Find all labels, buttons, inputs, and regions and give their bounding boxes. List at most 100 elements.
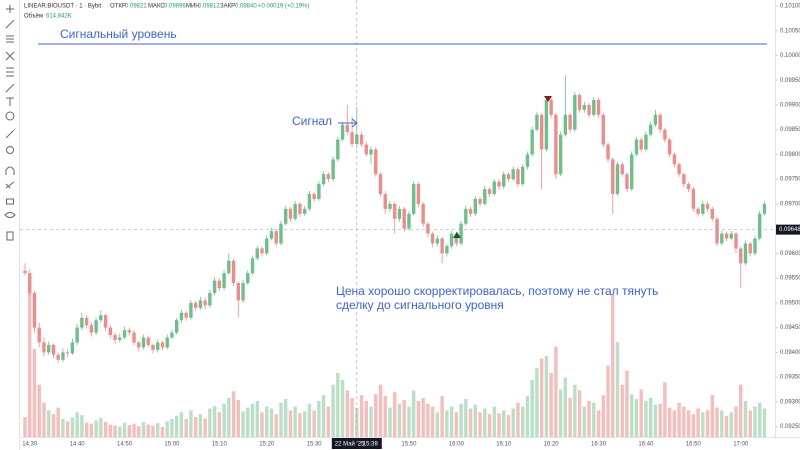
volume-bar <box>317 400 321 437</box>
sell-marker <box>544 96 552 102</box>
volume-bar <box>407 406 411 437</box>
fib-tool[interactable] <box>6 67 14 77</box>
candle-body <box>331 159 335 180</box>
y-tick-label: 0.09850 <box>780 127 800 133</box>
x-tick-label: 14:50 <box>117 442 133 448</box>
pattern-tool[interactable] <box>5 51 15 61</box>
delete-tool[interactable] <box>6 231 14 241</box>
candle-body <box>326 174 331 180</box>
candle-body <box>601 114 605 145</box>
candle-body <box>383 194 387 209</box>
emoji-tool[interactable] <box>5 111 15 121</box>
x-tick-label: 14:30 <box>22 442 38 448</box>
open-label: ОТКР <box>110 4 126 10</box>
candle-body <box>378 174 383 195</box>
volume-bar <box>487 414 492 437</box>
volume-bar <box>118 426 122 437</box>
candle-body <box>582 104 587 110</box>
volume-bar <box>350 398 354 437</box>
candle-body <box>184 312 188 318</box>
text-tool[interactable] <box>6 97 14 106</box>
buy-marker <box>453 232 461 238</box>
brush-tool[interactable] <box>5 83 15 93</box>
y-tick-label: 0.09700 <box>780 201 800 207</box>
volume-bar <box>724 416 729 437</box>
symbol: LINEAR:BIOUSDT · 1 · Bybit <box>24 4 102 10</box>
candle-body <box>691 189 696 209</box>
line-tool[interactable] <box>5 19 15 29</box>
candle-body <box>426 223 430 234</box>
volume-bar <box>511 408 515 437</box>
volume-bar <box>212 406 217 437</box>
volume-bar <box>734 406 738 437</box>
magnet-tool[interactable] <box>5 166 15 175</box>
y-tick-label: 0.09500 <box>780 300 800 306</box>
candle-body <box>639 139 643 150</box>
volume-bar <box>321 395 326 437</box>
candle-body <box>193 302 198 308</box>
draw-mode-tool[interactable] <box>5 181 15 189</box>
lock-tool[interactable] <box>6 198 14 205</box>
candle-body <box>61 352 65 360</box>
candle-body <box>23 270 27 274</box>
x-tick-label: 15:30 <box>307 442 323 448</box>
volume-bar <box>701 412 705 437</box>
volume-bar <box>99 417 103 437</box>
candle-body <box>701 203 705 214</box>
ruler-tool[interactable] <box>5 129 15 139</box>
candle-body <box>758 213 762 239</box>
volume-bar <box>454 412 459 437</box>
candle-body <box>762 203 767 214</box>
volume-bar <box>539 358 544 437</box>
crosshair-price-label: 0.09648 <box>779 227 800 233</box>
y-tick-label: 0.10000 <box>780 53 800 59</box>
volume-bar <box>269 408 274 437</box>
volume-bar <box>416 400 421 437</box>
candle-body <box>345 124 350 133</box>
high-label: МАКС <box>148 4 165 10</box>
candle-body <box>146 337 150 345</box>
candle-body <box>174 320 179 333</box>
volume-bar <box>525 396 530 437</box>
visibility-tool[interactable] <box>4 212 16 218</box>
volume-bar <box>113 425 117 437</box>
candle-body <box>658 114 662 130</box>
candle-body <box>748 243 752 254</box>
crosshair-tool[interactable] <box>6 5 14 13</box>
volume-bar <box>568 398 572 437</box>
candle-body <box>743 243 748 264</box>
candle-body <box>156 342 160 350</box>
candle-body <box>611 159 615 195</box>
candle-body <box>544 99 549 150</box>
candle-body <box>592 99 596 115</box>
volume-bar <box>160 427 165 437</box>
candle-body <box>464 208 468 224</box>
volume-bar <box>265 406 269 437</box>
candle-body <box>307 194 312 209</box>
volume-label: Объём <box>24 14 43 20</box>
x-tick-label: 16:10 <box>496 442 512 448</box>
volume-bar <box>326 406 331 437</box>
volume-bar <box>521 406 525 437</box>
volume-bar <box>174 415 179 437</box>
candle-body <box>350 132 354 145</box>
y-tick-label: 0.09950 <box>780 78 800 84</box>
volume-bar <box>132 423 136 437</box>
volume-bar <box>312 410 316 437</box>
candle-body <box>42 342 46 353</box>
volume-bar <box>686 410 691 437</box>
volume-bar <box>426 403 430 437</box>
volume-bar <box>577 390 582 437</box>
candle-body <box>587 104 591 115</box>
volume-bar <box>388 407 392 437</box>
candle-body <box>724 233 729 239</box>
x-tick-label: 15:00 <box>164 442 180 448</box>
channel-tool[interactable] <box>6 35 14 43</box>
y-tick-label: 0.09900 <box>780 102 800 108</box>
toolbar[interactable] <box>4 0 20 450</box>
candle-body <box>179 312 184 321</box>
candle-body <box>364 144 368 155</box>
zoom-tool[interactable] <box>6 146 14 154</box>
candle-body <box>274 231 278 244</box>
volume-bar <box>340 379 345 437</box>
